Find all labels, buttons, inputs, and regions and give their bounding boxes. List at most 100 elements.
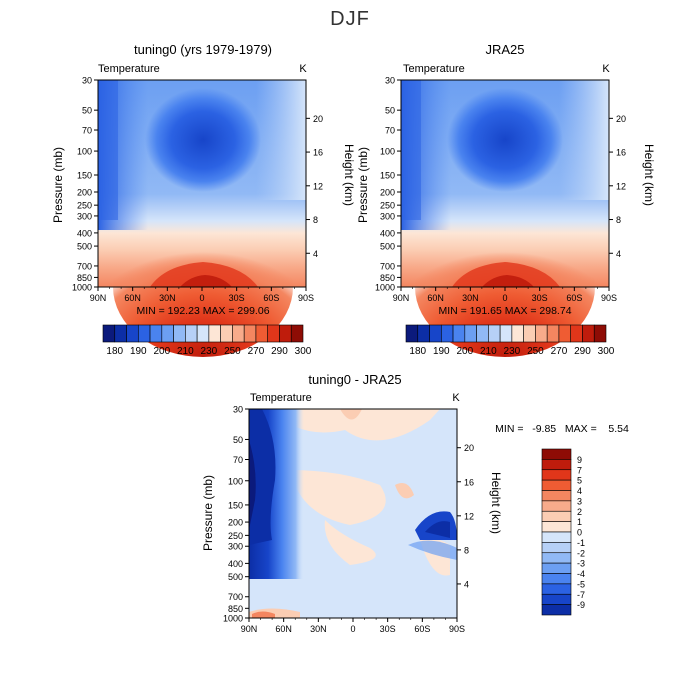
colorbar-swatch bbox=[593, 324, 607, 343]
x-tick-label: 30N bbox=[159, 293, 176, 303]
y-tick-label: 50 bbox=[385, 106, 395, 116]
panel-stats: MIN = 191.65 MAX = 298.74 bbox=[438, 305, 571, 317]
panel-subtitle-left: Temperature bbox=[403, 63, 465, 75]
colorbar-swatch bbox=[541, 521, 572, 533]
x-tick-label: 30S bbox=[229, 293, 245, 303]
y-tick-label: 250 bbox=[77, 201, 92, 211]
panel-title: tuning0 (yrs 1979-1979) bbox=[134, 42, 272, 57]
colorbar-swatch bbox=[196, 324, 210, 343]
panel-axes: 90N 60N 30N 0 30S 60S 90S 30 50 70 100 150 200 250300… bbox=[72, 76, 323, 304]
colorbar: 180 190 200 210 230 250 270 290 300 bbox=[102, 324, 312, 357]
panel-difference: tuning0 - JRA25 Temperature K 90N 60N 30N 0… bbox=[201, 372, 629, 634]
colorbar-swatch bbox=[541, 542, 572, 554]
colorbar-label: 2 bbox=[577, 507, 582, 517]
y-tick-label: 850 bbox=[380, 273, 395, 283]
panel-subtitle-left: Temperature bbox=[98, 63, 160, 75]
y-tick-label: 300 bbox=[380, 211, 395, 221]
colorbar-swatch bbox=[582, 324, 595, 343]
y-tick-label: 850 bbox=[77, 273, 92, 283]
y-tick-label: 300 bbox=[77, 211, 92, 221]
colorbar-swatch bbox=[488, 324, 501, 343]
y-right-tick-label: 16 bbox=[313, 148, 323, 158]
colorbar-label: 4 bbox=[577, 486, 582, 496]
y-right-tick-label: 12 bbox=[616, 181, 626, 191]
panel-title: JRA25 bbox=[485, 42, 524, 57]
y-tick-label: 70 bbox=[82, 126, 92, 136]
colorbar-swatch bbox=[185, 324, 198, 343]
x-tick-label: 30N bbox=[310, 624, 327, 634]
colorbar-label: -7 bbox=[577, 590, 585, 600]
y-right-tick-label: 12 bbox=[313, 181, 323, 191]
colorbar-swatch bbox=[523, 324, 536, 343]
y-tick-label: 400 bbox=[380, 228, 395, 238]
colorbar-label: -1 bbox=[577, 538, 585, 548]
x-tick-label: 60N bbox=[124, 293, 141, 303]
y-axis-label: Pressure (mb) bbox=[356, 147, 370, 223]
colorbar-label: 180 bbox=[409, 346, 426, 357]
colorbar-swatch bbox=[535, 324, 548, 343]
y-right-tick-label: 20 bbox=[464, 443, 474, 453]
y-tick-label: 200 bbox=[228, 518, 243, 528]
colorbar-swatch bbox=[558, 324, 572, 343]
y-axis-label: Pressure (mb) bbox=[51, 147, 65, 223]
colorbar-label: 200 bbox=[456, 346, 473, 357]
y-tick-label: 30 bbox=[82, 76, 92, 86]
panel-subtitle-right: K bbox=[602, 63, 610, 75]
colorbar-swatch bbox=[541, 552, 572, 564]
colorbar-swatch bbox=[546, 324, 560, 343]
colorbar-swatch bbox=[161, 324, 174, 343]
colorbar-label: -5 bbox=[577, 579, 585, 589]
colorbar-label: 230 bbox=[504, 346, 521, 357]
x-tick-label: 60S bbox=[263, 293, 279, 303]
y-right-tick-label: 4 bbox=[464, 579, 469, 589]
y-right-tick-label: 12 bbox=[464, 511, 474, 521]
panel-subtitle-right: K bbox=[452, 392, 460, 404]
colorbar-label: -9 bbox=[577, 600, 585, 610]
y-tick-label: 1000 bbox=[375, 283, 395, 293]
colorbar-label: 0 bbox=[577, 528, 582, 538]
y-tick-label: 30 bbox=[385, 76, 395, 86]
y-axis-right-label: Height (km) bbox=[642, 144, 656, 206]
y-tick-label: 200 bbox=[380, 187, 395, 197]
colorbar-swatch bbox=[541, 479, 572, 491]
colorbar-swatch bbox=[114, 324, 127, 343]
colorbar-label: -2 bbox=[577, 548, 585, 558]
colorbar-swatch bbox=[541, 459, 572, 471]
panel-stats: MIN = 192.23 MAX = 299.06 bbox=[136, 305, 269, 317]
field-plot bbox=[248, 408, 458, 619]
y-tick-label: 100 bbox=[77, 147, 92, 157]
colorbar-swatch bbox=[541, 531, 572, 543]
colorbar-swatch bbox=[541, 593, 572, 605]
y-right-tick-label: 8 bbox=[313, 215, 318, 225]
colorbar-label: 1 bbox=[577, 517, 582, 527]
colorbar-swatch bbox=[541, 510, 572, 522]
y-right-tick-label: 16 bbox=[616, 148, 626, 158]
y-axis-label: Pressure (mb) bbox=[201, 475, 215, 551]
colorbar-label: 300 bbox=[295, 346, 312, 357]
panel-axes: 90N 60N 30N 0 30S 60S 90S 30 50 70 100 150 200 250300… bbox=[375, 76, 626, 304]
colorbar-swatch bbox=[499, 324, 513, 343]
colorbar-swatch bbox=[126, 324, 139, 343]
x-tick-label: 0 bbox=[350, 624, 355, 634]
y-tick-label: 700 bbox=[228, 592, 243, 602]
colorbar-swatch bbox=[290, 324, 304, 343]
y-tick-label: 150 bbox=[228, 500, 243, 510]
y-tick-label: 250 bbox=[380, 201, 395, 211]
colorbar-swatch bbox=[440, 324, 454, 343]
colorbar-swatch bbox=[476, 324, 489, 343]
x-tick-label: 0 bbox=[502, 293, 507, 303]
x-tick-label: 30S bbox=[532, 293, 548, 303]
colorbar-swatch bbox=[541, 448, 572, 460]
y-tick-label: 500 bbox=[77, 242, 92, 252]
y-tick-label: 30 bbox=[233, 405, 243, 415]
colorbar-swatch bbox=[541, 604, 572, 616]
y-tick-label: 70 bbox=[385, 126, 395, 136]
colorbar-swatch bbox=[429, 324, 442, 343]
x-tick-label: 30S bbox=[380, 624, 396, 634]
y-tick-label: 300 bbox=[228, 542, 243, 552]
panel-subtitle-right: K bbox=[299, 63, 307, 75]
y-tick-label: 500 bbox=[228, 572, 243, 582]
panel-jra25: JRA25 Temperature K 90N 60N 30N 0 30S 60S 90S 3… bbox=[356, 42, 656, 357]
